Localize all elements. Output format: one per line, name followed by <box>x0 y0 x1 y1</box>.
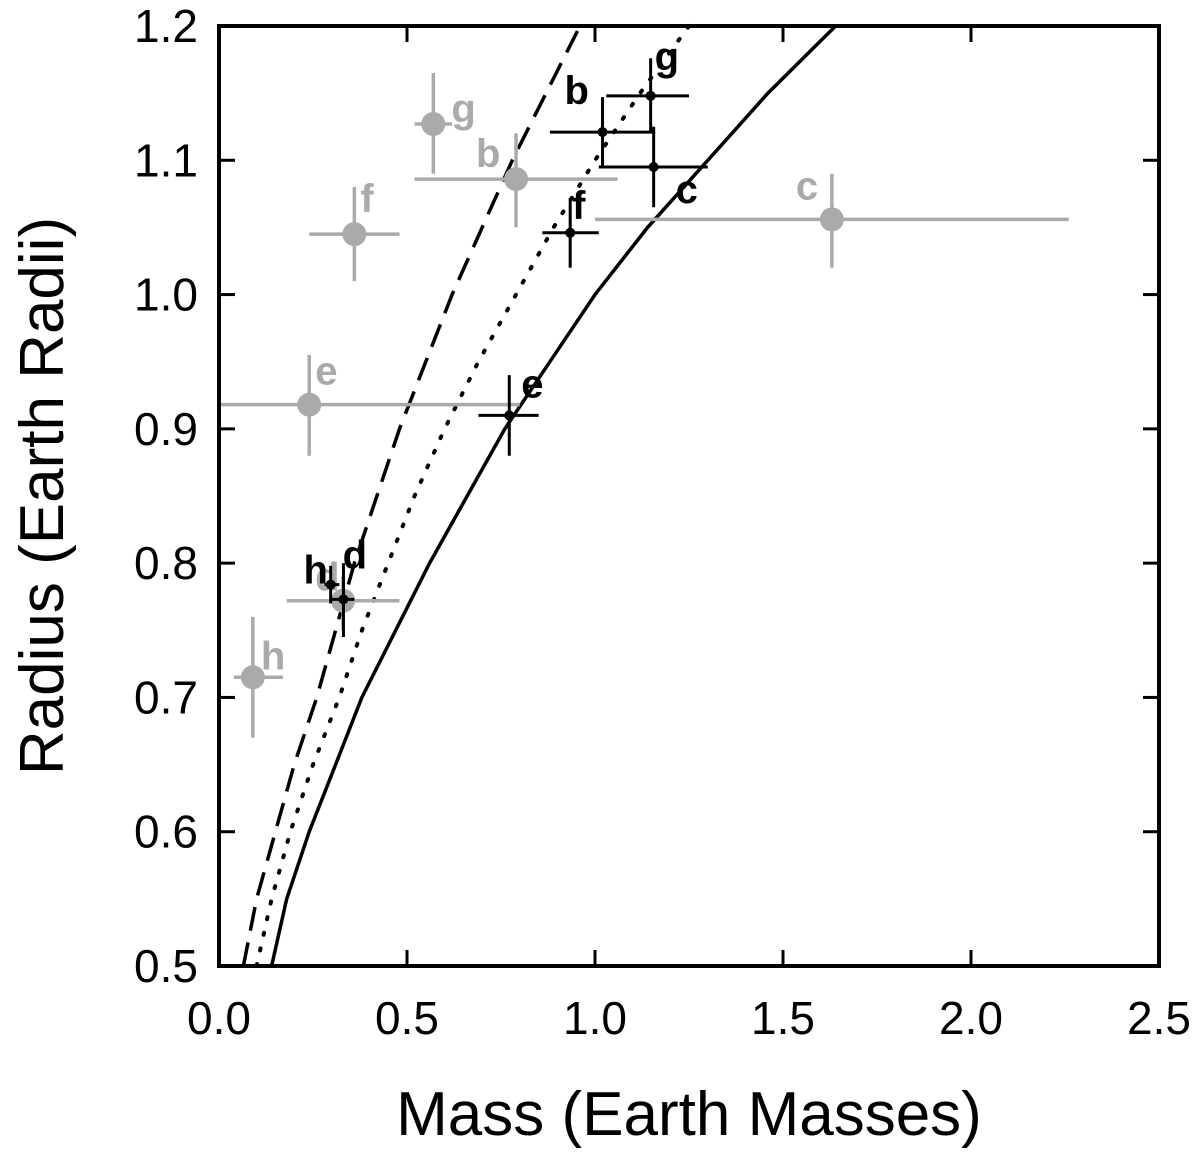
y-tick-label: 0.6 <box>134 806 198 858</box>
data-point <box>504 410 515 421</box>
y-axis-title: Radius (Earth Radii) <box>8 217 77 775</box>
data-point <box>421 112 446 137</box>
point-label: g <box>655 35 679 79</box>
point-label: h <box>261 634 285 678</box>
x-tick-label: 0.0 <box>187 992 251 1044</box>
point-label: f <box>360 177 374 221</box>
y-tick-label: 0.5 <box>134 940 198 992</box>
x-tick-label: 2.0 <box>939 992 1003 1044</box>
data-point <box>297 392 322 417</box>
point-label: h <box>303 548 327 592</box>
y-tick-label: 1.1 <box>134 134 198 186</box>
dashed-model-curve <box>241 25 582 967</box>
data-point <box>819 207 844 232</box>
solid-model-curve <box>269 24 837 967</box>
data-point <box>645 90 656 101</box>
point-label: b <box>476 132 500 176</box>
plot-frame <box>217 24 1161 968</box>
point-label: f <box>572 184 586 228</box>
data-point <box>338 594 349 605</box>
data-point <box>325 579 336 590</box>
x-axis-title: Mass (Earth Masses) <box>396 1080 982 1149</box>
point-label: g <box>451 87 475 131</box>
data-point <box>342 222 367 247</box>
y-tick-label: 1.2 <box>134 0 198 52</box>
y-tick-label: 0.8 <box>134 537 198 589</box>
point-label: b <box>565 69 589 113</box>
point-label: c <box>796 164 818 208</box>
point-label: d <box>343 534 367 578</box>
y-tick-label: 0.7 <box>134 671 198 723</box>
axis-ticks: 0.0 0.5 1.0 1.5 2.0 2.50.50.60.70.80.91.01.11… <box>134 0 1191 1044</box>
y-tick-label: 1.0 <box>134 269 198 321</box>
y-tick-label: 0.9 <box>134 403 198 455</box>
data-point <box>240 665 265 690</box>
data-point <box>597 127 608 138</box>
point-label: d <box>315 556 339 600</box>
black-points-layer: b c d e f g h <box>303 35 708 637</box>
point-label: c <box>676 168 698 212</box>
data-point <box>565 227 576 238</box>
data-point <box>648 162 659 172</box>
x-tick-label: 2.5 <box>1127 992 1191 1044</box>
dotted-model-curve <box>254 24 691 968</box>
point-label: e <box>315 350 337 394</box>
gray-points-layer: b c d e f g h <box>219 73 1069 738</box>
model-curves <box>241 24 837 968</box>
x-tick-label: 0.5 <box>375 992 439 1044</box>
x-tick-label: 1.5 <box>751 992 815 1044</box>
data-point <box>504 167 529 192</box>
x-tick-label: 1.0 <box>563 992 627 1044</box>
point-label: e <box>521 362 543 406</box>
